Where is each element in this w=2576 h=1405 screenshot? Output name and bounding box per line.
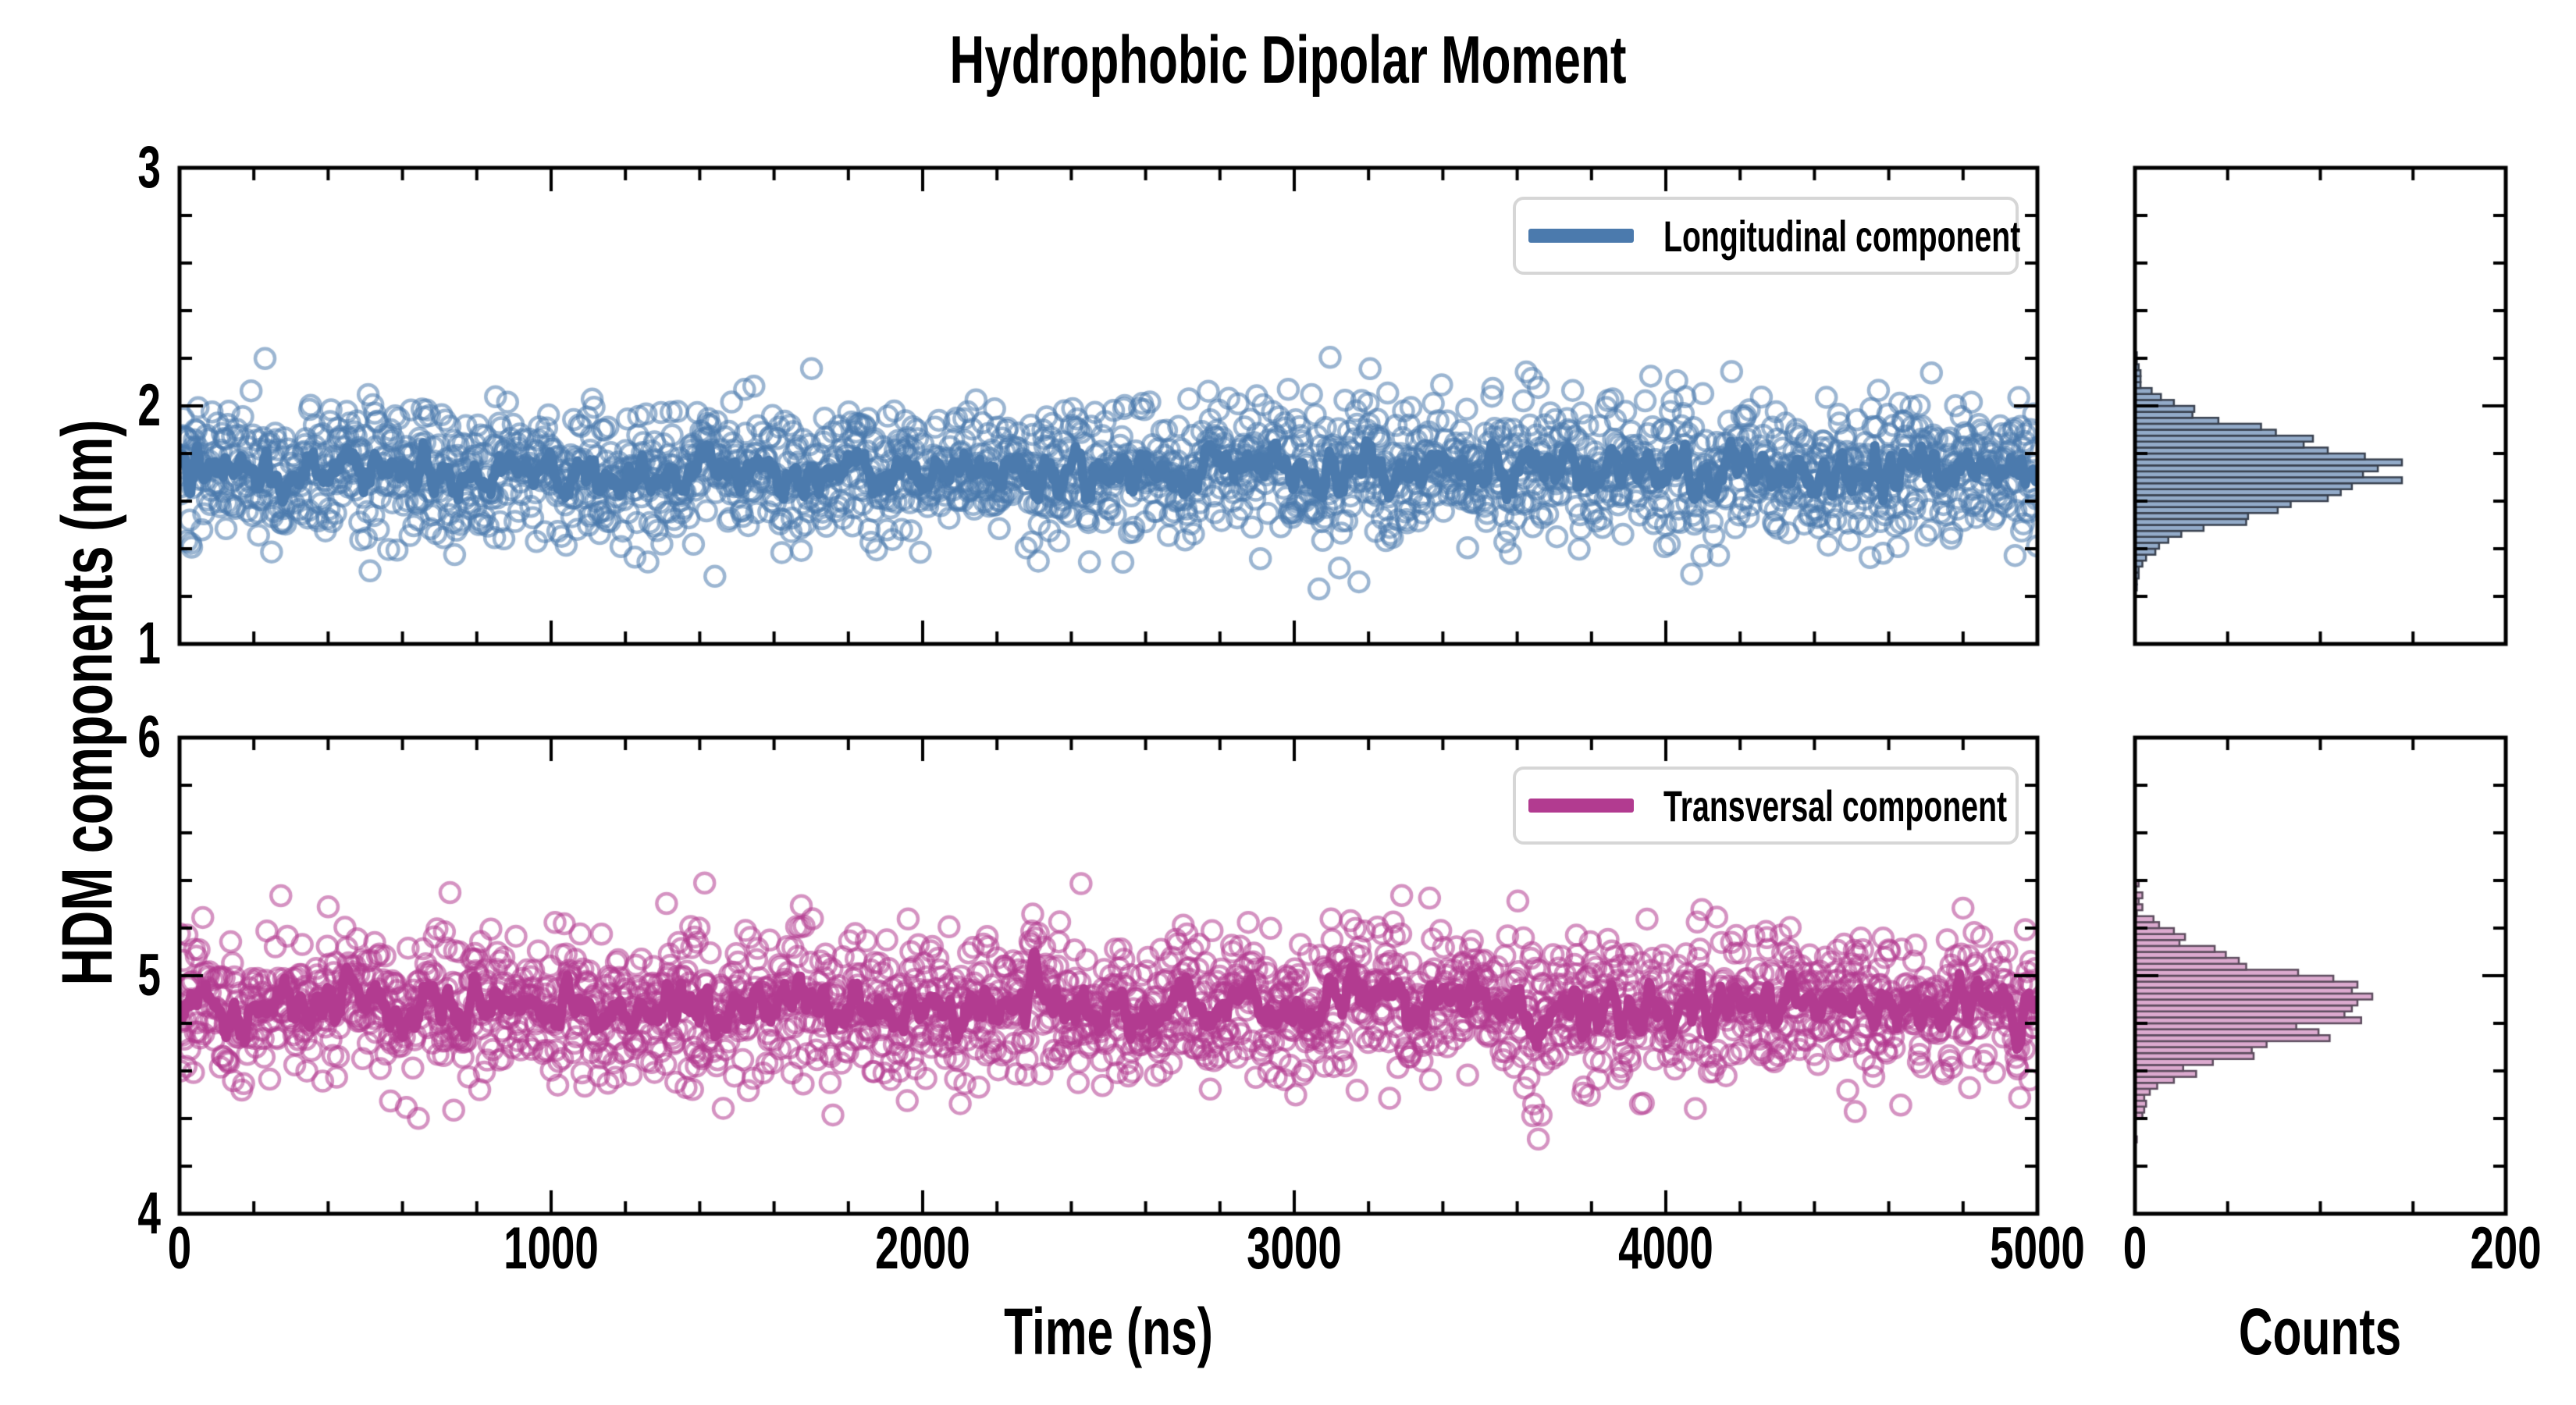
counts-axis-label: Counts: [2238, 1295, 2402, 1368]
legend-line-swatch-transversal: [1528, 799, 1634, 813]
legend-line-swatch-longitudinal: [1528, 229, 1634, 243]
x-tick-label: 3000: [1247, 1215, 1342, 1282]
counts-tick-label: 200: [2470, 1215, 2542, 1282]
y-tick-label: 1: [137, 610, 161, 677]
y-tick-label: 6: [137, 704, 161, 770]
x-tick-label: 1000: [503, 1215, 599, 1282]
x-tick-label: 2000: [875, 1215, 970, 1282]
legend-label-transversal: Transversal component: [1663, 781, 2008, 831]
x-tick-label: 0: [167, 1215, 192, 1282]
counts-tick-label: 0: [2122, 1215, 2147, 1282]
figure-title: Hydrophobic Dipolar Moment: [949, 23, 1627, 98]
y-tick-label: 4: [137, 1180, 161, 1247]
y-axis-label: HDM components (nm): [48, 419, 127, 986]
x-axis-label: Time (ns): [1004, 1295, 1213, 1368]
legend-transversal: Transversal component: [1513, 767, 2019, 845]
x-tick-label: 5000: [1990, 1215, 2085, 1282]
y-tick-label: 2: [137, 372, 161, 439]
legend-longitudinal: Longitudinal component: [1513, 197, 2020, 275]
legend-label-longitudinal: Longitudinal component: [1663, 211, 2021, 261]
y-tick-label: 3: [137, 134, 161, 201]
x-tick-label: 4000: [1618, 1215, 1713, 1282]
y-tick-label: 5: [137, 942, 161, 1008]
